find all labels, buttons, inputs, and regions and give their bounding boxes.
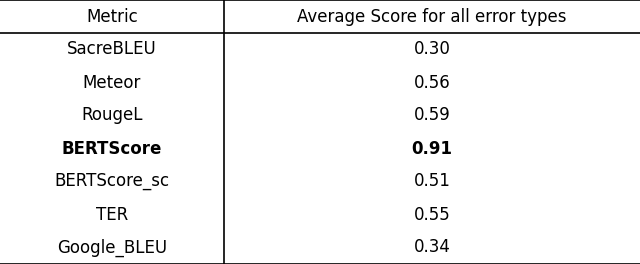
Text: 0.56: 0.56 <box>413 73 451 92</box>
Text: TER: TER <box>96 205 128 224</box>
Text: 0.34: 0.34 <box>413 238 451 257</box>
Text: RougeL: RougeL <box>81 106 143 125</box>
Text: Average Score for all error types: Average Score for all error types <box>297 7 567 26</box>
Text: Metric: Metric <box>86 7 138 26</box>
Text: 0.30: 0.30 <box>413 40 451 59</box>
Text: 0.59: 0.59 <box>413 106 451 125</box>
Text: 0.51: 0.51 <box>413 172 451 191</box>
Text: SacreBLEU: SacreBLEU <box>67 40 157 59</box>
Text: BERTScore_sc: BERTScore_sc <box>54 172 170 191</box>
Text: Google_BLEU: Google_BLEU <box>57 238 167 257</box>
Text: 0.91: 0.91 <box>412 139 452 158</box>
Text: Meteor: Meteor <box>83 73 141 92</box>
Text: BERTScore: BERTScore <box>62 139 162 158</box>
Text: 0.55: 0.55 <box>413 205 451 224</box>
